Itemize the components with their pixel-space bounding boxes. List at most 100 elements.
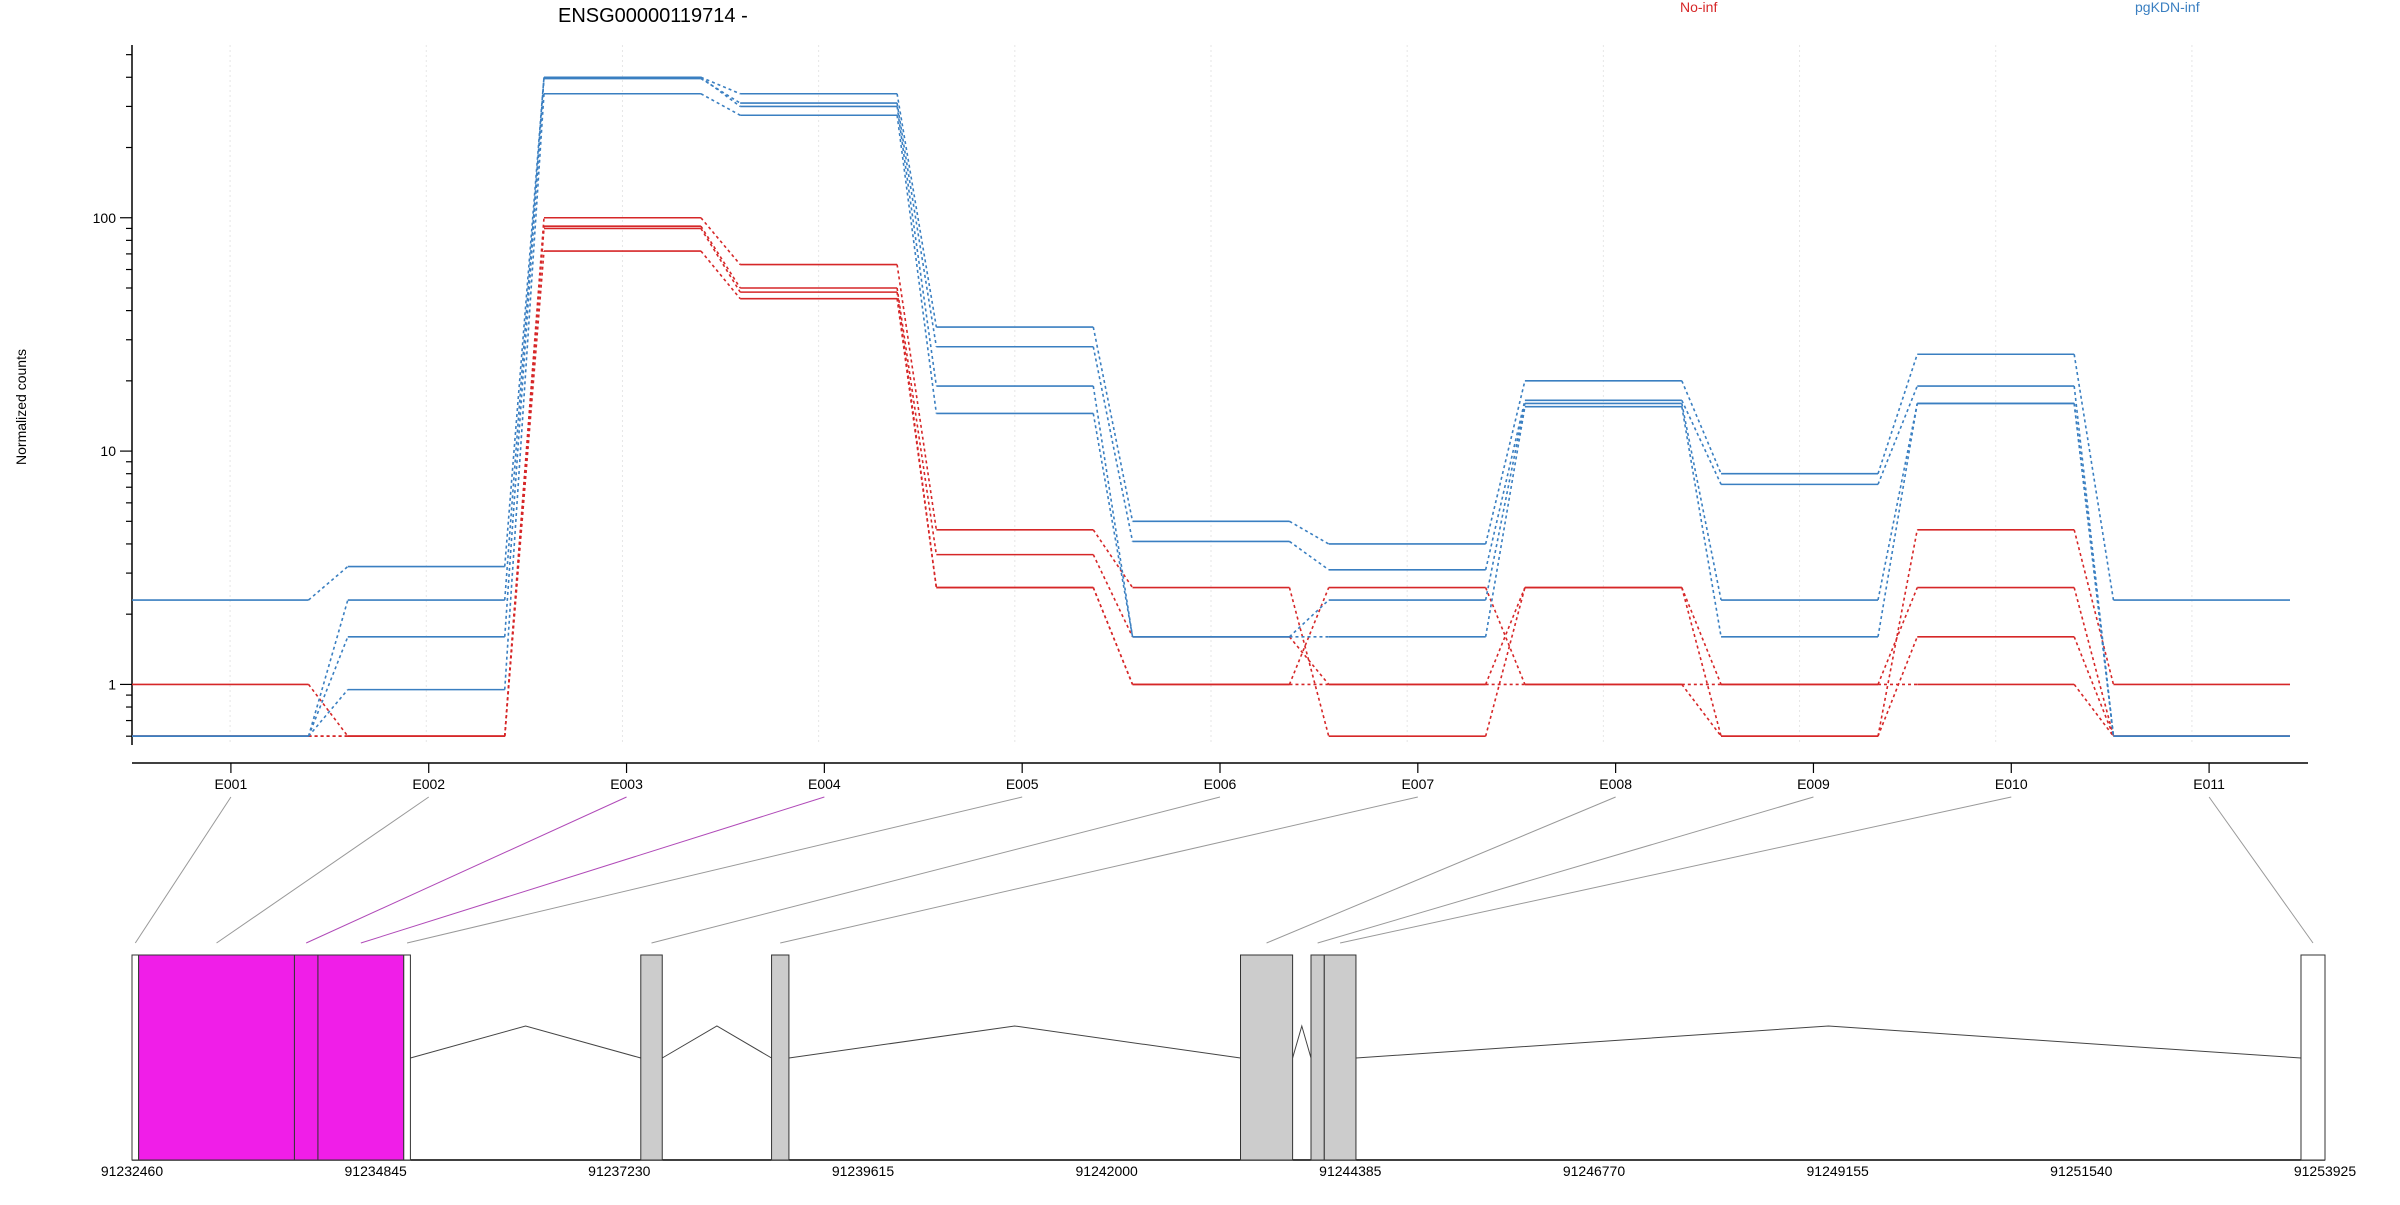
bin-link-e009: [1317, 796, 1814, 944]
series-6-connector-4: [1092, 385, 1134, 637]
bin-link-layer: [134, 796, 2314, 944]
intron-0: [410, 1025, 641, 1059]
series-7-connector-8: [1877, 403, 1919, 637]
series-3-no-inf: [132, 250, 2290, 737]
series-3-connector-9: [2073, 683, 2115, 737]
series-0-connector-7: [1681, 587, 1722, 737]
exon-box-e006: [640, 954, 663, 1161]
bin-link-e004: [360, 796, 825, 944]
exon-box-e001: [131, 954, 140, 1161]
exon-box-e005: [403, 954, 411, 1161]
y-tick-label-100: 100: [93, 210, 117, 226]
series-5-connector-9: [2073, 385, 2115, 737]
bin-link-e003: [305, 796, 627, 944]
series-4-connector-3: [896, 93, 938, 328]
coord-label-91234845: 91234845: [345, 1163, 408, 1179]
y-tick-label-10: 10: [100, 443, 116, 459]
coord-label-91232460: 91232460: [101, 1163, 164, 1179]
series-0-connector-6: [1484, 587, 1526, 737]
bin-link-e008: [1266, 796, 1616, 944]
intron-3: [1292, 1024, 1312, 1059]
intron-4: [1355, 1025, 2302, 1059]
series-4-connector-2: [700, 76, 741, 95]
series-6-connector-6: [1484, 403, 1526, 601]
bin-link-e010: [1340, 796, 2012, 944]
series-2-connector-1: [503, 228, 545, 737]
x-tick-label-e002: E002: [412, 776, 445, 792]
exon-box-e002: [138, 954, 295, 1161]
x-tick-label-e005: E005: [1006, 776, 1039, 792]
axes-layer: 1 10 100 E001 E002 E003 E004 E005 E006 E007 E008 E0…: [93, 45, 2308, 792]
intron-1: [661, 1025, 772, 1059]
bin-link-e005: [406, 796, 1023, 944]
series-4-pgkdn-inf: [132, 76, 2290, 601]
y-axis-label: Normalized counts: [13, 349, 29, 465]
series-7-connector-2: [700, 93, 741, 116]
series-7-connector-9: [2073, 403, 2115, 737]
series-0-connector-0: [307, 683, 349, 737]
coord-label-91251540: 91251540: [2050, 1163, 2113, 1179]
x-tick-label-e009: E009: [1797, 776, 1830, 792]
series-0-connector-4: [1092, 529, 1134, 589]
series-7-connector-6: [1484, 406, 1526, 637]
series-layer: [132, 76, 2290, 737]
series-5-connector-0: [307, 599, 349, 737]
series-0-connector-9: [2073, 529, 2115, 685]
series-6-connector-5: [1288, 599, 1330, 638]
series-2-connector-8: [1877, 636, 1918, 737]
series-7-connector-4: [1092, 413, 1134, 637]
x-tick-label-e003: E003: [610, 776, 643, 792]
x-tick-label-e010: E010: [1995, 776, 2028, 792]
exon-box-e009: [1310, 954, 1325, 1161]
bin-link-e011: [2208, 796, 2314, 944]
series-4-connector-9: [2073, 354, 2115, 601]
coord-label-91249155: 91249155: [1807, 1163, 1870, 1179]
coord-label-91239615: 91239615: [832, 1163, 895, 1179]
x-tick-label-e006: E006: [1204, 776, 1237, 792]
series-5-connector-6: [1484, 400, 1526, 570]
series-2-connector-7: [1681, 683, 1722, 737]
series-3-connector-2: [700, 250, 741, 300]
coord-label-91253925: 91253925: [2294, 1163, 2357, 1179]
series-7-connector-0: [307, 689, 349, 737]
grid-layer: [229, 45, 2193, 745]
bin-link-e007: [780, 796, 1418, 944]
x-tick-label-e011: E011: [2193, 776, 2225, 792]
coord-label-91244385: 91244385: [1319, 1163, 1382, 1179]
series-5-connector-5: [1289, 540, 1330, 571]
bin-link-e006: [651, 796, 1221, 944]
series-7-connector-1: [503, 93, 545, 690]
legend-label-no-inf: No-inf: [1680, 0, 1717, 15]
series-2-connector-2: [700, 228, 741, 293]
coord-label-91242000: 91242000: [1076, 1163, 1139, 1179]
exon-box-e003: [293, 954, 319, 1161]
series-0-connector-3: [896, 264, 938, 530]
x-tick-label-e007: E007: [1401, 776, 1434, 792]
series-0-connector-8: [1877, 529, 1919, 737]
series-6-connector-3: [896, 106, 938, 387]
bin-link-e002: [216, 796, 430, 944]
series-6-connector-8: [1877, 403, 1919, 601]
x-tick-label-e001: E001: [215, 776, 248, 792]
legend-label-pgkdn-inf: pgKDN-inf: [2135, 0, 2200, 15]
y-tick-label-1: 1: [108, 676, 116, 692]
exon-box-e007: [771, 954, 790, 1161]
chart-title: ENSG00000119714 -: [558, 5, 748, 27]
series-6-connector-1: [503, 77, 545, 637]
x-tick-label-e004: E004: [808, 776, 841, 792]
x-tick-label-e008: E008: [1599, 776, 1632, 792]
exon-box-e011: [2300, 954, 2326, 1161]
series-1-connector-3: [896, 287, 938, 555]
exon-box-e008: [1240, 954, 1294, 1161]
series-6-connector-2: [700, 76, 741, 108]
series-4-connector-7: [1681, 380, 1722, 475]
series-4-connector-5: [1289, 520, 1330, 545]
gene-model-layer: 91232460 91234845 91237230 91239615 91242000…: [101, 954, 2357, 1179]
series-7-pgkdn-inf: [132, 92, 2290, 737]
series-4-connector-8: [1877, 354, 1919, 474]
exon-box-e004: [317, 954, 405, 1161]
series-5-connector-3: [896, 102, 938, 347]
intron-2: [788, 1025, 1241, 1059]
